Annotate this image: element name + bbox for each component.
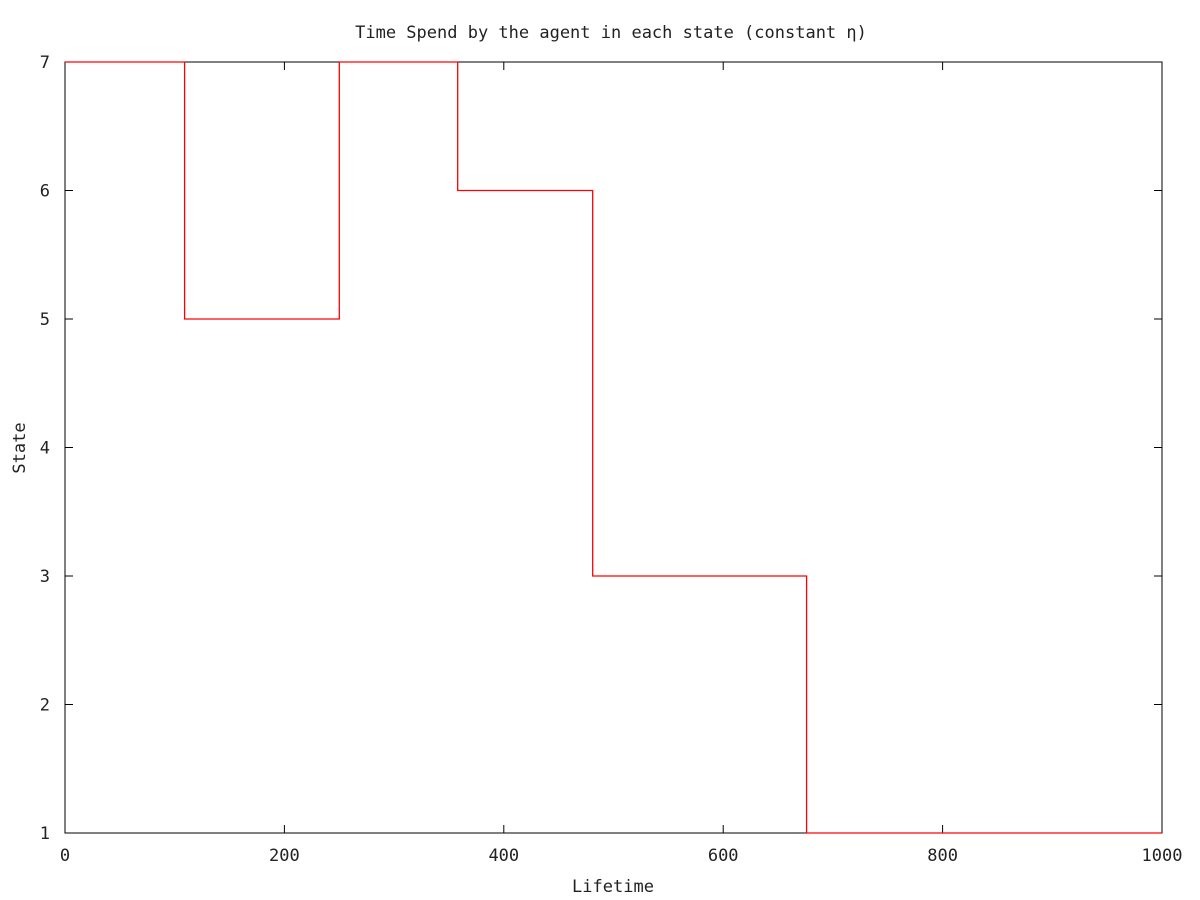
y-tick-label: 2 bbox=[40, 696, 50, 716]
x-tick-label: 800 bbox=[927, 846, 958, 866]
x-tick-label: 400 bbox=[488, 846, 519, 866]
x-tick-label: 0 bbox=[60, 846, 70, 866]
x-tick-label: 1000 bbox=[1142, 846, 1183, 866]
y-tick-label: 4 bbox=[40, 439, 50, 459]
plot-frame bbox=[64, 61, 1163, 834]
series-layer bbox=[65, 61, 1162, 834]
y-tick-label: 3 bbox=[40, 567, 50, 587]
y-axis-label: State bbox=[10, 422, 30, 473]
series-line bbox=[65, 61, 1162, 834]
y-tick-label: 5 bbox=[40, 310, 50, 330]
axis-ticks: 0 200 400 600 800 1000 1 2 3 4 5 6 7 bbox=[40, 53, 1183, 866]
x-tick-label: 200 bbox=[269, 846, 300, 866]
y-tick-label: 7 bbox=[40, 53, 50, 73]
x-tick-label: 600 bbox=[708, 846, 739, 866]
plot-area bbox=[64, 61, 1163, 834]
x-axis-label: Lifetime bbox=[572, 877, 654, 897]
chart-title: Time Spend by the agent in each state (c… bbox=[355, 23, 867, 43]
y-tick-label: 6 bbox=[40, 182, 50, 202]
y-tick-label: 1 bbox=[40, 824, 50, 844]
